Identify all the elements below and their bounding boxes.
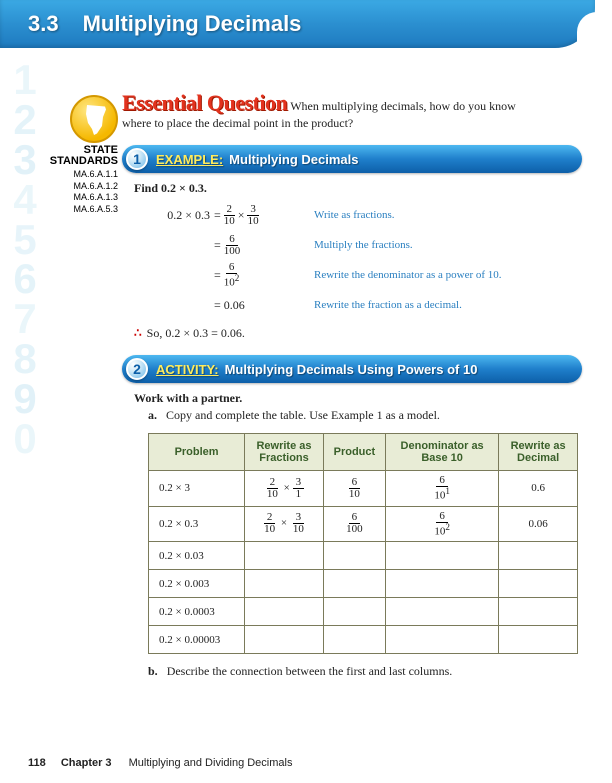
eq-text-1: When multiplying decimals, how do you kn… <box>290 99 516 113</box>
essential-question: Essential Question When multiplying deci… <box>122 90 582 131</box>
part-a-text: Copy and complete the table. Use Example… <box>166 408 440 422</box>
conclusion: ∴ So, 0.2 × 0.3 = 0.06. <box>134 326 582 341</box>
pill-number: 1 <box>126 148 148 170</box>
pill-label: ACTIVITY: <box>156 362 219 377</box>
eq-text-2: where to place the decimal point in the … <box>122 116 353 130</box>
pill-label: EXAMPLE: <box>156 152 223 167</box>
eq-label: Essential Question <box>122 90 287 115</box>
worked-example: 0.2 × 0.3= 210 × 310Write as fractions.=… <box>146 200 582 320</box>
page-footer: 118 Chapter 3 Multiplying and Dividing D… <box>28 757 292 769</box>
standards-list: MA.6.A.1.1MA.6.A.1.2MA.6.A.1.3MA.6.A.5.3 <box>18 169 118 216</box>
part-b-text: Describe the connection between the firs… <box>167 664 453 678</box>
find-statement: Find 0.2 × 0.3. <box>134 181 582 196</box>
state-badge-icon <box>70 95 118 143</box>
activity-instruction: Work with a partner. <box>134 391 582 406</box>
standards-sidebar: STATE STANDARDS MA.6.A.1.1MA.6.A.1.2MA.6… <box>18 95 118 216</box>
section-header: 3.3 Multiplying Decimals <box>0 0 595 48</box>
example-1-header: 1 EXAMPLE: Multiplying Decimals <box>122 145 582 173</box>
part-a: a. Copy and complete the table. Use Exam… <box>148 408 582 423</box>
chapter-label: Chapter 3 <box>61 757 112 769</box>
page-number: 118 <box>28 757 46 769</box>
pill-title: Multiplying Decimals Using Powers of 10 <box>225 362 478 377</box>
part-a-label: a. <box>148 408 157 422</box>
chapter-title: Multiplying and Dividing Decimals <box>129 757 293 769</box>
section-title: Multiplying Decimals <box>83 11 302 37</box>
section-number: 3.3 <box>28 11 59 37</box>
activity-table: ProblemRewrite asFractionsProductDenomin… <box>148 433 578 654</box>
activity-2-header: 2 ACTIVITY: Multiplying Decimals Using P… <box>122 355 582 383</box>
pill-number: 2 <box>126 358 148 380</box>
pill-title: Multiplying Decimals <box>229 152 358 167</box>
part-b: b. Describe the connection between the f… <box>148 664 582 679</box>
part-b-label: b. <box>148 664 158 678</box>
standards-label: STANDARDS <box>18 156 118 167</box>
therefore-icon: ∴ <box>134 326 140 340</box>
conclusion-text: So, 0.2 × 0.3 = 0.06. <box>147 326 245 340</box>
